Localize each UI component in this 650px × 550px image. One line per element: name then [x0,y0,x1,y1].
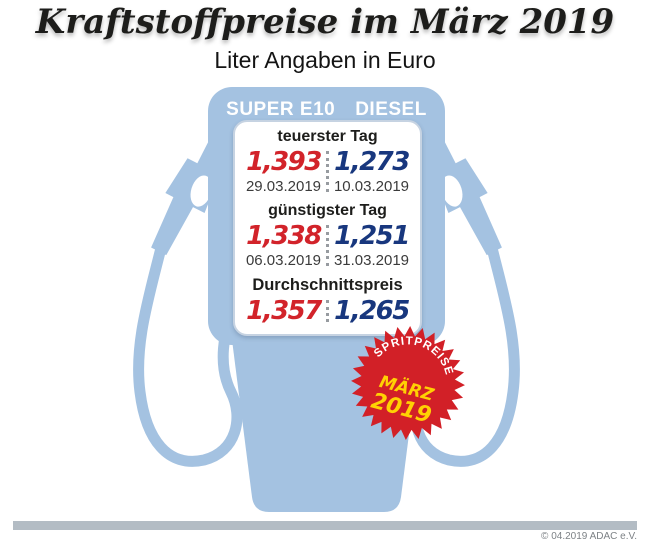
price-value: 1,265 [334,296,410,326]
section-label: günstigster Tag [268,202,387,219]
price-date: 31.03.2019 [333,252,410,269]
dotted-divider [326,151,329,192]
dotted-divider [326,225,329,266]
price-display: teuerster Tag 1,393 29.03.2019 1,273 10.… [233,120,422,336]
fuel-hose-icon [133,246,246,467]
diesel-column: 1,273 10.03.2019 [329,147,414,196]
super-e10-column: 1,393 29.03.2019 [241,147,326,196]
fuel-type-header: SUPER E10 DIESEL [208,99,445,121]
section-values: 1,393 29.03.2019 1,273 10.03.2019 [241,147,414,196]
diesel-column: 1,251 31.03.2019 [329,221,414,270]
super-e10-column: 1,338 06.03.2019 [241,221,326,270]
price-value: 1,338 [246,221,322,251]
nozzle-trigger-hole [190,175,212,207]
month-badge: SPRITPREISE MÄRZ 2019 [351,326,465,440]
section-most-expensive-day: teuerster Tag 1,393 29.03.2019 1,273 10.… [241,128,414,196]
price-value: 1,357 [246,296,322,326]
section-values: 1,338 06.03.2019 1,251 31.03.2019 [241,221,414,270]
price-value: 1,273 [334,147,410,177]
fuel-label-super-e10: SUPER E10 [226,99,336,120]
price-date: 29.03.2019 [245,178,322,195]
price-date: 10.03.2019 [333,178,410,195]
dotted-divider [326,300,329,322]
page-title: Kraftstoffpreise im März 2019 [35,2,615,42]
super-e10-column: 1,357 [241,296,326,326]
page-subtitle: Liter Angaben in Euro [214,47,436,73]
section-values: 1,357 1,265 [241,296,414,326]
footer-divider-bar [13,521,637,530]
section-label: teuerster Tag [277,128,378,145]
section-average-price: Durchschnittspreis 1,357 1,265 [241,276,414,326]
price-value: 1,393 [246,147,322,177]
copyright-text: © 04.2019 ADAC e.V. [541,531,637,542]
section-label: Durchschnittspreis [252,276,403,294]
starburst-icon [351,326,465,440]
diesel-column: 1,265 [329,296,414,326]
price-date: 06.03.2019 [245,252,322,269]
fuel-label-diesel: DIESEL [355,99,427,120]
section-cheapest-day: günstigster Tag 1,338 06.03.2019 1,251 3… [241,202,414,270]
price-value: 1,251 [334,221,410,251]
